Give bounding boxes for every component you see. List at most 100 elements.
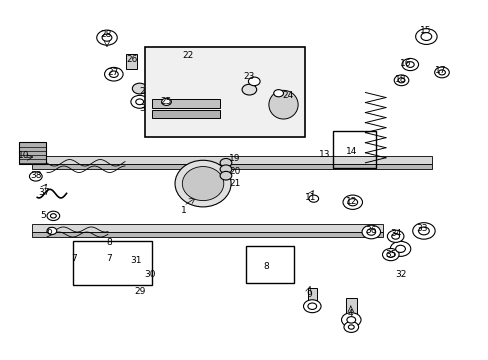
Text: 36: 36: [365, 226, 376, 235]
Text: 2: 2: [139, 86, 144, 95]
Text: 7: 7: [106, 254, 112, 263]
Bar: [19, 141, 46, 164]
Text: 22: 22: [183, 51, 194, 60]
Bar: [32, 232, 383, 237]
Bar: [152, 111, 220, 118]
Text: 27: 27: [107, 68, 118, 77]
Ellipse shape: [182, 167, 224, 201]
Circle shape: [102, 34, 112, 41]
Text: 19: 19: [228, 154, 240, 163]
Circle shape: [50, 214, 56, 218]
Text: 11: 11: [305, 193, 316, 202]
Circle shape: [248, 77, 260, 86]
Circle shape: [131, 95, 148, 108]
Circle shape: [307, 303, 316, 310]
Bar: [332, 131, 375, 168]
Circle shape: [109, 71, 118, 77]
Text: 34: 34: [389, 229, 401, 238]
Text: 29: 29: [134, 287, 145, 296]
Circle shape: [341, 313, 360, 327]
Bar: [307, 288, 316, 301]
Circle shape: [47, 211, 60, 221]
Text: 1: 1: [180, 206, 186, 215]
Circle shape: [395, 245, 405, 252]
Text: 25: 25: [161, 96, 172, 105]
Text: 28: 28: [100, 30, 111, 39]
Text: 9: 9: [305, 290, 311, 299]
Text: 4: 4: [347, 309, 353, 318]
Circle shape: [420, 33, 431, 41]
Text: 6: 6: [46, 228, 52, 237]
Text: 18: 18: [394, 75, 406, 84]
Bar: [245, 246, 293, 283]
Circle shape: [97, 30, 117, 45]
Circle shape: [415, 29, 436, 44]
Circle shape: [434, 67, 448, 78]
Bar: [73, 240, 152, 285]
Circle shape: [343, 321, 358, 332]
Text: 12: 12: [346, 197, 357, 206]
Circle shape: [132, 83, 147, 94]
Text: 15: 15: [419, 26, 430, 35]
Text: 26: 26: [126, 55, 138, 64]
Circle shape: [386, 230, 403, 242]
Text: 14: 14: [346, 147, 357, 156]
Circle shape: [418, 227, 428, 235]
Text: 5: 5: [41, 211, 46, 220]
Bar: [32, 156, 431, 164]
Bar: [152, 99, 220, 108]
Bar: [345, 298, 356, 318]
Circle shape: [412, 223, 434, 239]
Text: 31: 31: [130, 256, 142, 265]
Circle shape: [161, 98, 171, 105]
Text: 30: 30: [144, 270, 155, 279]
Circle shape: [273, 90, 283, 97]
Bar: [126, 54, 137, 69]
Text: 8: 8: [106, 238, 112, 247]
Text: 24: 24: [282, 91, 293, 100]
Circle shape: [303, 300, 321, 313]
Text: 21: 21: [228, 179, 240, 188]
Text: 3: 3: [139, 104, 144, 113]
Circle shape: [136, 99, 143, 105]
Text: 37: 37: [38, 188, 49, 197]
Circle shape: [382, 248, 398, 261]
Bar: [32, 164, 431, 169]
Circle shape: [347, 325, 353, 329]
Circle shape: [47, 227, 57, 234]
Text: 16: 16: [399, 59, 410, 68]
Text: 35: 35: [384, 250, 396, 259]
Text: 8: 8: [263, 262, 269, 271]
Circle shape: [220, 158, 231, 167]
Circle shape: [242, 84, 256, 95]
Text: 20: 20: [228, 167, 240, 176]
Circle shape: [220, 171, 231, 180]
Ellipse shape: [268, 90, 298, 119]
Circle shape: [393, 75, 408, 86]
Text: 13: 13: [319, 150, 330, 159]
Circle shape: [220, 165, 231, 174]
Circle shape: [391, 233, 399, 239]
Text: 23: 23: [243, 72, 255, 81]
Circle shape: [366, 229, 375, 235]
Text: 32: 32: [394, 270, 406, 279]
Circle shape: [438, 70, 445, 75]
Circle shape: [342, 195, 362, 210]
Circle shape: [361, 225, 380, 239]
Bar: [144, 47, 305, 137]
Circle shape: [389, 241, 410, 256]
Circle shape: [386, 252, 394, 257]
Circle shape: [397, 78, 404, 83]
Text: 33: 33: [416, 224, 427, 233]
Circle shape: [406, 62, 413, 67]
Ellipse shape: [175, 160, 231, 207]
Text: 10: 10: [19, 151, 30, 160]
Text: 38: 38: [30, 171, 42, 180]
Text: 17: 17: [434, 66, 446, 75]
Text: 7: 7: [71, 254, 77, 263]
Circle shape: [401, 58, 418, 71]
Circle shape: [346, 317, 355, 323]
Circle shape: [347, 199, 357, 206]
Bar: [32, 224, 383, 232]
Circle shape: [308, 195, 318, 202]
